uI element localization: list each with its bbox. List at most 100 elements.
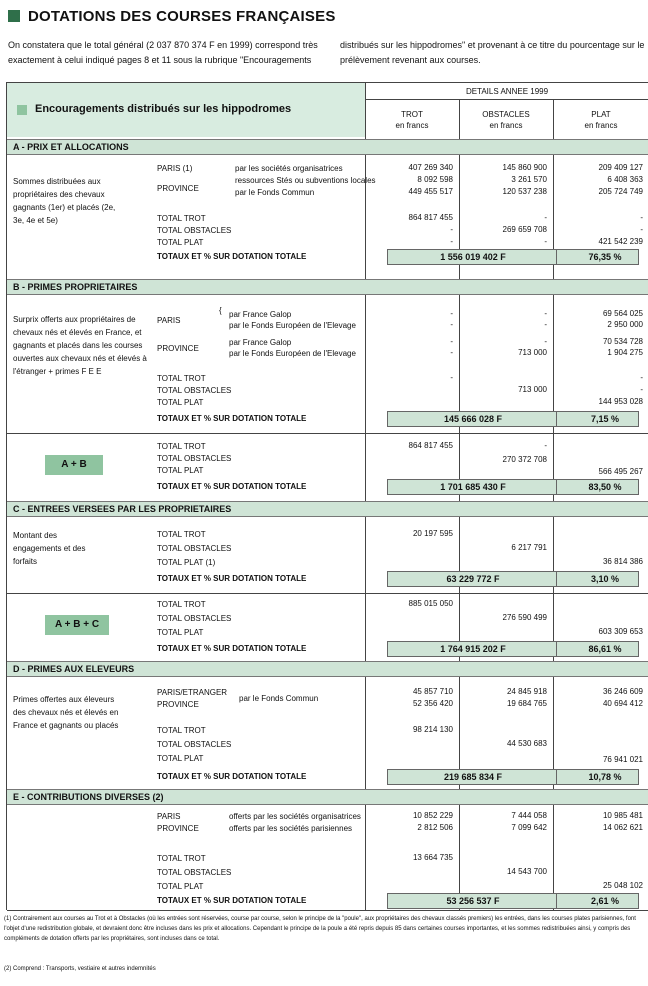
table-cell: 6 408 363	[607, 175, 643, 184]
col-plat-label: PLAT	[591, 110, 611, 119]
divider	[7, 910, 648, 911]
table-cell: -	[640, 225, 643, 234]
section-b-pct: 7,15 %	[590, 414, 620, 424]
dotations-table: Encouragements distribués sur les hippod…	[6, 82, 648, 911]
label-totaux: TOTAUX ET % SUR DOTATION TOTALE	[157, 644, 307, 653]
table-cell: 7 099 642	[511, 823, 547, 832]
table-cell: 407 269 340	[408, 163, 454, 172]
table-cell: 1 904 275	[607, 348, 643, 357]
table-cell: 13 664 735	[412, 853, 453, 862]
table-cell: 449 455 517	[408, 187, 454, 196]
divider	[365, 99, 648, 100]
table-cell: 40 694 412	[602, 699, 643, 708]
table-cell: -	[544, 337, 547, 346]
col-obstacles-unit: en francs	[489, 121, 523, 130]
table-cell: 70 534 728	[602, 337, 643, 346]
divider	[556, 480, 557, 494]
table-cell: 566 495 267	[598, 467, 644, 476]
divider	[556, 770, 557, 784]
section-ab-pct: 83,50 %	[588, 482, 622, 492]
section-b-header: B - PRIMES PROPRIETAIRES	[7, 279, 648, 295]
section-a-src1: par les sociétés organisatrices	[235, 164, 343, 173]
label-province: PROVINCE	[157, 824, 199, 833]
details-header: DETAILS ANNEE 1999	[465, 87, 549, 96]
table-header-square-icon	[17, 105, 27, 115]
section-d-header: D - PRIMES AUX ELEVEURS	[7, 661, 648, 677]
table-cell: 145 860 900	[502, 163, 548, 172]
section-a-src3: par le Fonds Commun	[235, 188, 315, 197]
col-trot-unit: en francs	[395, 121, 429, 130]
table-cell: 24 845 918	[506, 687, 547, 696]
table-cell: 6 217 791	[511, 543, 547, 552]
section-b-src1b: par France Galop	[229, 338, 292, 347]
label-total-plat: TOTAL PLAT	[157, 882, 204, 891]
table-cell: 885 015 050	[408, 599, 454, 608]
footnote-1: (1) Contrairement aux courses au Trot et…	[4, 916, 636, 942]
label-total-trot: TOTAL TROT	[157, 726, 206, 735]
section-abc-pct: 86,61 %	[588, 644, 622, 654]
table-cell: -	[640, 213, 643, 222]
table-cell: -	[450, 337, 453, 346]
label-total-obstacles: TOTAL OBSTACLES	[157, 544, 232, 553]
section-a-src2: ressources Stés ou subventions locales	[235, 176, 376, 185]
table-cell: 713 000	[518, 385, 547, 394]
table-cell: 2 812 506	[417, 823, 453, 832]
label-total-obstacles: TOTAL OBSTACLES	[157, 868, 232, 877]
label-totaux: TOTAUX ET % SUR DOTATION TOTALE	[157, 896, 307, 905]
section-b-title: B - PRIMES PROPRIETAIRES	[13, 282, 138, 292]
section-a-title: A - PRIX ET ALLOCATIONS	[13, 142, 129, 152]
section-e-pct: 2,61 %	[590, 896, 620, 906]
section-b-total: 145 666 028 F	[443, 414, 503, 424]
table-cell: 36 246 609	[602, 687, 643, 696]
label-total-plat: TOTAL PLAT	[157, 754, 204, 763]
table-cell: 14 543 700	[506, 867, 547, 876]
table-cell: 98 214 130	[412, 725, 453, 734]
divider	[556, 642, 557, 656]
table-cell: 269 659 708	[502, 225, 548, 234]
table-cell: 8 092 598	[417, 175, 453, 184]
label-paris: PARIS (1)	[157, 164, 193, 173]
table-cell: -	[450, 309, 453, 318]
section-d-pct: 10,78 %	[588, 772, 622, 782]
section-e-header: E - CONTRIBUTIONS DIVERSES (2)	[7, 789, 648, 805]
table-cell: -	[544, 320, 547, 329]
label-total-trot: TOTAL TROT	[157, 600, 206, 609]
label-total-trot: TOTAL TROT	[157, 530, 206, 539]
table-cell: 864 817 455	[408, 213, 454, 222]
label-total-obstacles: TOTAL OBSTACLES	[157, 226, 232, 235]
section-c-total-box: 63 229 772 F 3,10 %	[387, 571, 639, 587]
table-cell: 713 000	[518, 348, 547, 357]
label-total-plat: TOTAL PLAT	[157, 238, 204, 247]
col-plat-unit: en francs	[584, 121, 618, 130]
table-cell: 14 062 621	[602, 823, 643, 832]
section-c-desc: Montant des engagements et des forfaits	[13, 531, 86, 566]
col-obstacles-label: OBSTACLES	[482, 110, 530, 119]
label-province: PROVINCE	[157, 700, 199, 709]
table-header-band	[7, 83, 365, 137]
table-cell: 25 048 102	[602, 881, 643, 890]
label-total-obstacles: TOTAL OBSTACLES	[157, 386, 232, 395]
label-totaux: TOTAUX ET % SUR DOTATION TOTALE	[157, 772, 307, 781]
section-e-total: 53 256 537 F	[446, 896, 500, 906]
label-total-plat: TOTAL PLAT	[157, 398, 204, 407]
table-cell: 421 542 239	[598, 237, 644, 246]
label-total-plat: TOTAL PLAT	[157, 466, 204, 475]
section-abc-total: 1 764 915 202 F	[440, 644, 506, 654]
badge-a-plus-b-plus-c: A + B + C	[45, 615, 109, 635]
table-cell: 3 261 570	[511, 175, 547, 184]
section-e-title: E - CONTRIBUTIONS DIVERSES (2)	[13, 792, 164, 802]
section-d-src: par le Fonds Commun	[239, 694, 319, 703]
table-cell: 19 684 765	[506, 699, 547, 708]
label-total-plat: TOTAL PLAT	[157, 628, 204, 637]
section-b-src1: par France Galop	[229, 310, 292, 319]
section-d-title: D - PRIMES AUX ELEVEURS	[13, 664, 135, 674]
divider	[556, 250, 557, 264]
label-total-trot: TOTAL TROT	[157, 374, 206, 383]
col-head-obstacles: OBSTACLES en francs	[461, 109, 551, 131]
table-cell: -	[450, 348, 453, 357]
table-cell: -	[450, 320, 453, 329]
table-cell: -	[640, 385, 643, 394]
section-d-total-box: 219 685 834 F 10,78 %	[387, 769, 639, 785]
label-total-trot: TOTAL TROT	[157, 854, 206, 863]
label-totaux: TOTAUX ET % SUR DOTATION TOTALE	[157, 414, 307, 423]
